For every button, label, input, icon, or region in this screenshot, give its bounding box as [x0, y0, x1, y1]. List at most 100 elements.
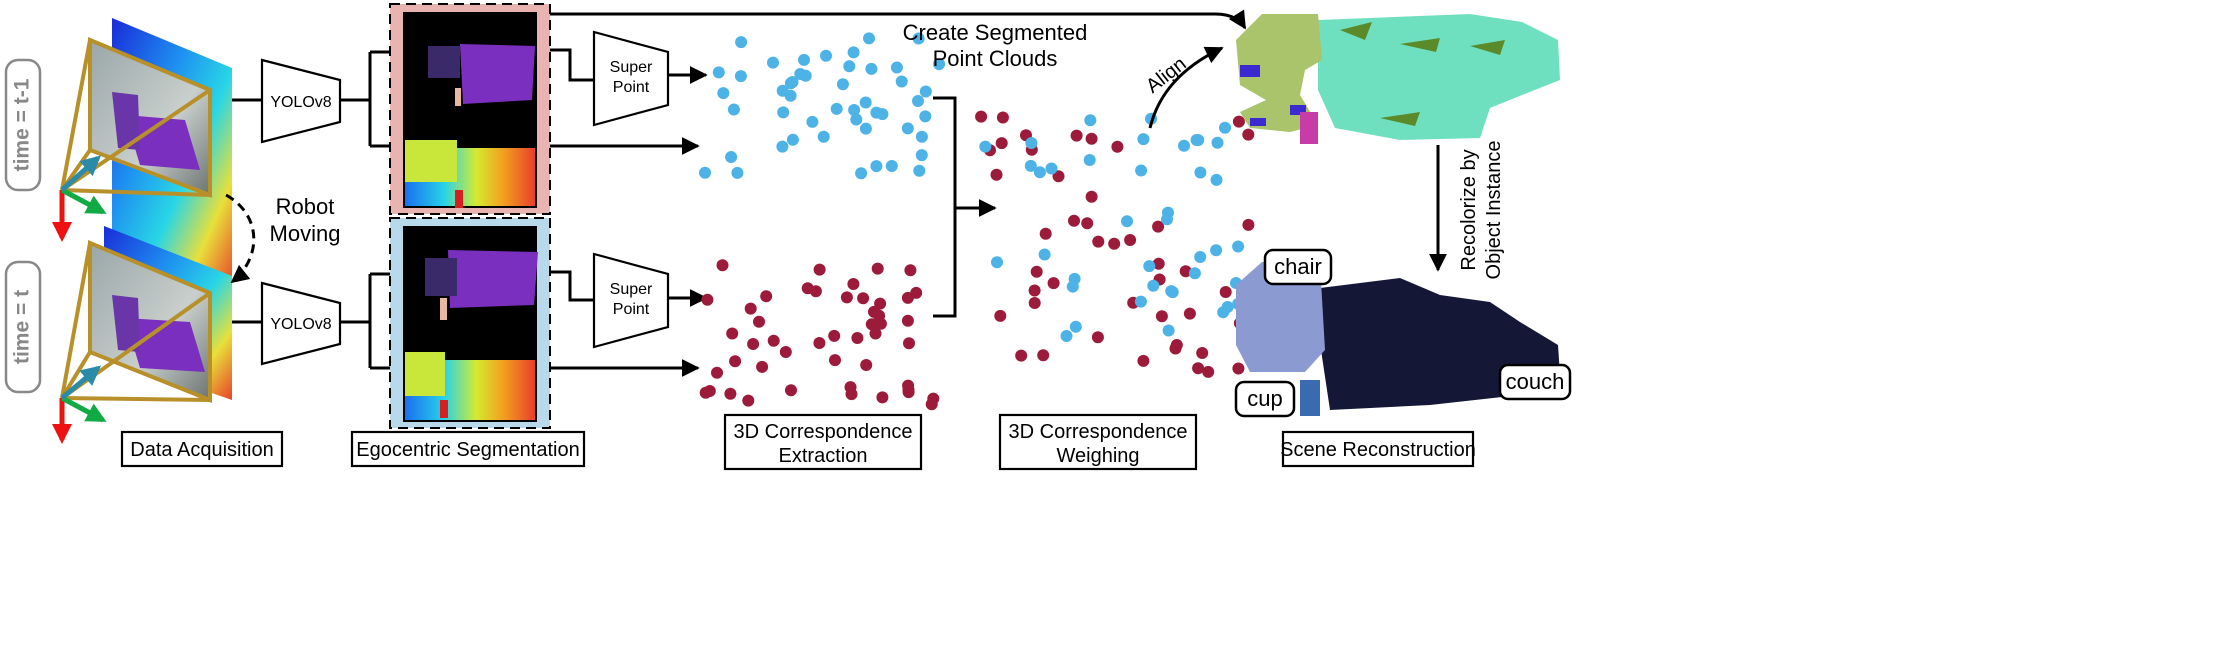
keypoint-blue	[991, 256, 1003, 269]
keypoint-red	[1242, 218, 1255, 231]
keypoint-blue	[1192, 134, 1205, 147]
keypoint-blue	[1194, 166, 1207, 179]
svg-text:Weighing: Weighing	[1056, 445, 1139, 467]
keypoint-blue	[895, 75, 908, 88]
keypoint-red	[742, 394, 755, 407]
svg-text:3D Correspondence: 3D Correspondence	[734, 421, 913, 443]
keypoint-blue	[1135, 164, 1148, 177]
keypoint-red	[1091, 331, 1104, 344]
keypoint-red	[729, 355, 742, 368]
keypoint-red	[753, 315, 765, 328]
keypoint-blue	[712, 66, 725, 79]
keypoint-red	[779, 346, 792, 358]
keypoint-red	[813, 263, 826, 276]
robot-moving-label-line1: Robot	[276, 194, 335, 219]
keypoint-blue	[912, 95, 924, 107]
keypoint-red	[1152, 257, 1165, 270]
keypoint-blue	[1060, 330, 1073, 342]
keypoint-red	[1052, 170, 1065, 183]
keypoint-blue	[735, 36, 748, 49]
keypoint-red	[1039, 227, 1052, 240]
keypoint-blue	[1084, 114, 1097, 127]
keypoint-red	[865, 318, 878, 331]
robot-moving-arrow	[225, 193, 256, 284]
keypoint-red	[756, 360, 769, 373]
keypoint-blue	[1232, 240, 1245, 253]
keypoint-red	[844, 381, 857, 394]
keypoint-blue	[1217, 306, 1230, 319]
keypoint-red	[744, 302, 757, 315]
keypoint-red	[840, 291, 853, 304]
keypoint-red	[1081, 217, 1094, 230]
keypoint-blue	[1210, 173, 1223, 186]
svg-text:Data Acquisition: Data Acquisition	[130, 439, 273, 461]
svg-text:Super: Super	[610, 59, 653, 76]
keypoint-blue	[1210, 244, 1223, 257]
keypoint-blue	[806, 115, 819, 128]
keypoint-red	[701, 293, 714, 306]
keypoint-red	[869, 327, 882, 340]
keypoint-red	[901, 314, 914, 327]
keypoint-red	[996, 111, 1009, 124]
keypoint-blue	[876, 108, 889, 121]
keypoint-red	[1232, 362, 1245, 375]
recolorize-line1: Recolorize by	[1458, 149, 1480, 270]
keypoint-red	[1108, 237, 1121, 250]
label-couch: couch	[1498, 363, 1572, 401]
segmentation-panel-bottom	[389, 217, 551, 429]
keypoint-blue	[1038, 248, 1051, 261]
stage-label-reconstruction: Scene Reconstruction	[1280, 430, 1476, 468]
keypoint-red	[1111, 140, 1124, 153]
keypoint-blue	[734, 70, 747, 83]
keypoint-red	[724, 387, 737, 400]
keypoint-red	[760, 290, 773, 303]
keypoint-red	[716, 259, 729, 272]
keypoint-red	[1068, 214, 1080, 227]
svg-text:cup: cup	[1247, 386, 1282, 411]
stage-label-acquisition: Data Acquisition	[120, 430, 284, 468]
keypoint-red	[1219, 286, 1232, 298]
keypoint-blue	[1069, 320, 1082, 333]
keypoint-red	[1047, 277, 1060, 290]
keypoint-blue	[859, 96, 872, 109]
keypoint-blue	[919, 85, 932, 98]
keypoint-red	[711, 366, 723, 379]
keypoint-blue	[901, 122, 914, 135]
stage-label-segmentation: Egocentric Segmentation	[350, 430, 586, 468]
keypoint-red	[1030, 265, 1043, 278]
keypoint-red	[703, 385, 716, 397]
keypoint-blue	[776, 140, 789, 153]
keypoint-red	[873, 309, 886, 322]
keypoint-red	[1232, 115, 1245, 128]
keypoint-blue	[1219, 121, 1231, 134]
keypoint-blue	[776, 84, 789, 97]
keypoint-red	[902, 379, 915, 392]
keypoint-blue	[1066, 280, 1079, 293]
segmentation-panel-top	[389, 3, 551, 215]
svg-text:time = t: time = t	[11, 290, 34, 364]
keypoint-blue	[1045, 162, 1058, 175]
keypoint-blue	[786, 133, 799, 146]
keypoint-red	[990, 168, 1003, 181]
keypoint-red	[904, 264, 917, 277]
keypoint-red	[828, 329, 841, 342]
keypoint-red	[851, 332, 864, 344]
keypoint-blue	[870, 160, 883, 173]
svg-text:YOLOv8: YOLOv8	[270, 316, 331, 333]
keypoint-red	[767, 334, 780, 347]
keypoint-blue	[915, 130, 928, 143]
keypoint-blue	[1121, 215, 1133, 228]
keypoint-blue	[859, 122, 872, 135]
keypoint-red	[860, 359, 873, 371]
keypoint-red	[813, 337, 826, 349]
keypoint-red	[1183, 307, 1196, 320]
keypoint-blue	[979, 140, 992, 153]
keypoint-red	[726, 327, 739, 340]
keypoint-red	[785, 384, 797, 397]
point-cloud-top	[699, 32, 946, 180]
keypoint-blue	[767, 56, 779, 69]
keypoint-blue	[717, 87, 730, 100]
svg-text:3D Correspondence: 3D Correspondence	[1009, 421, 1188, 443]
svg-text:Point: Point	[613, 301, 650, 318]
